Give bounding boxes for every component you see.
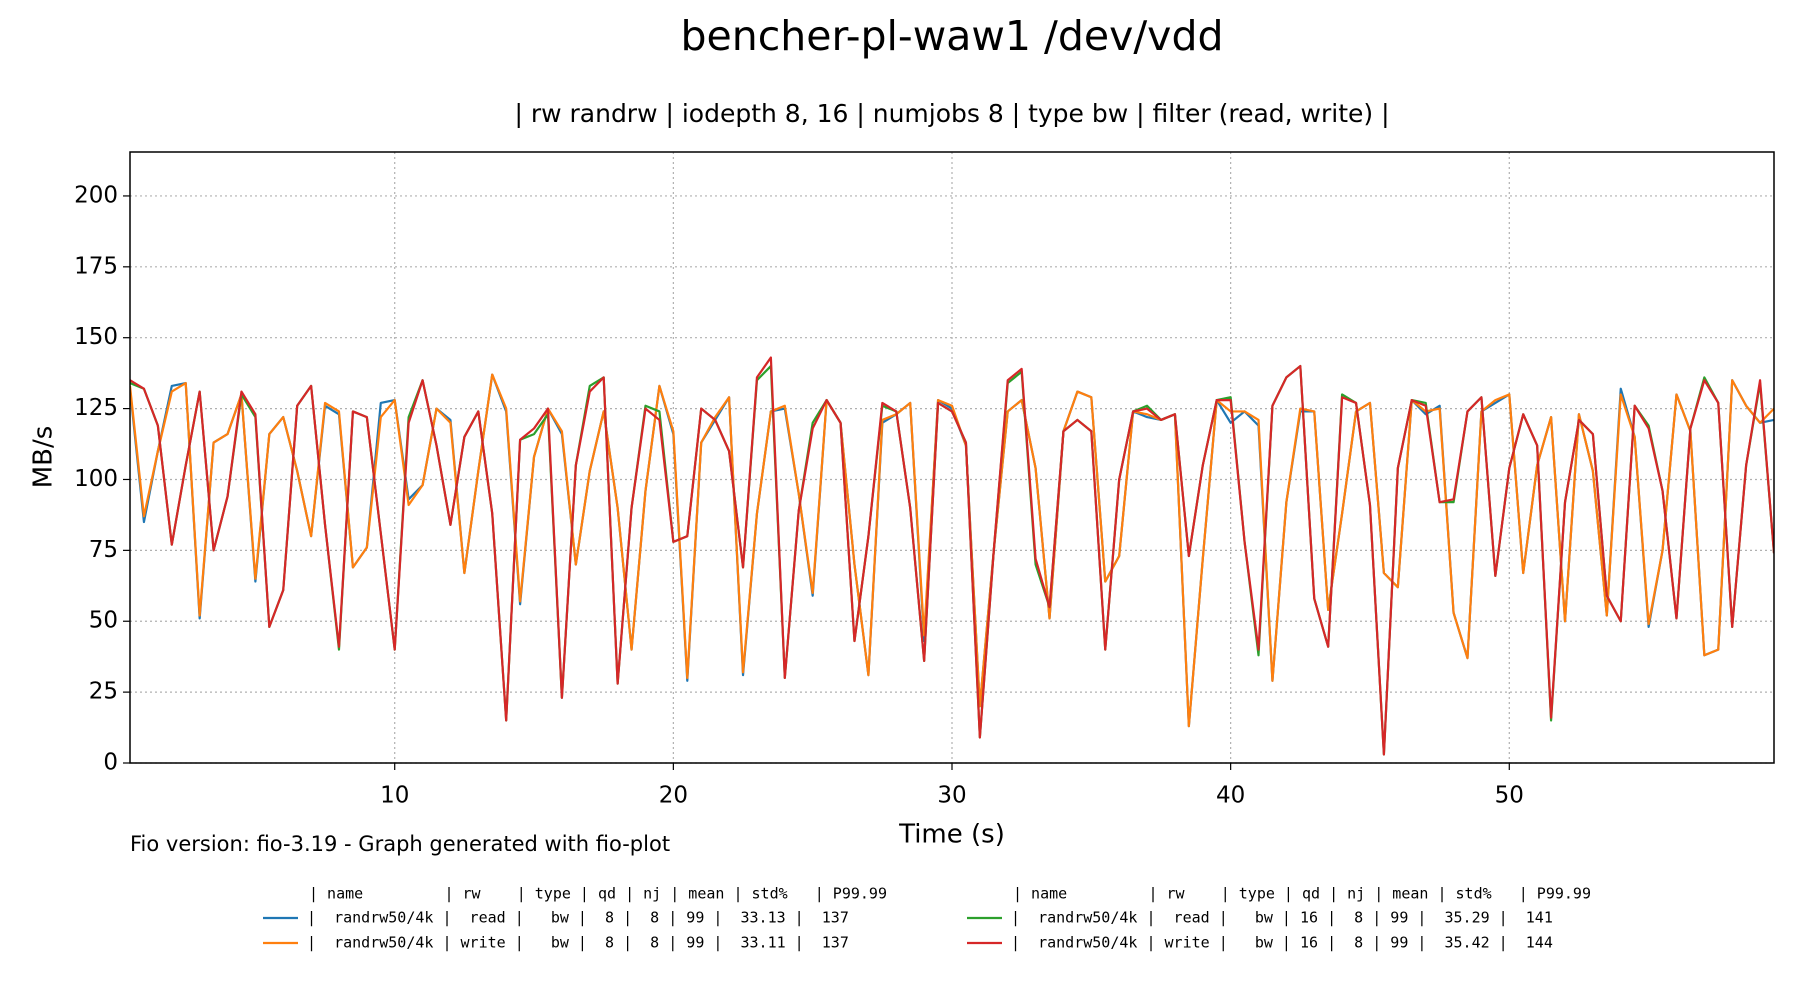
y-tick-label: 50 [89, 608, 118, 634]
y-tick-label: 75 [89, 537, 118, 563]
footnote: Fio version: fio-3.19 - Graph generated … [130, 832, 670, 856]
y-tick-label: 25 [89, 679, 118, 705]
series-line [130, 356, 1774, 756]
x-tick-label: 30 [937, 783, 966, 809]
legend-header: | name | rw | type | qd | nj | mean | st… [309, 885, 887, 903]
y-tick-label: 175 [74, 253, 118, 279]
legend-entry: | randrw50/4k | write | bw | 16 | 8 | 99… [1011, 934, 1553, 952]
x-tick-label: 10 [380, 783, 409, 809]
x-tick-label: 50 [1495, 783, 1524, 809]
legend-entry: | randrw50/4k | read | bw | 8 | 8 | 99 |… [307, 909, 849, 927]
y-axis-label: MB/s [29, 426, 59, 489]
plot-frame [129, 151, 1775, 764]
x-axis-label: Time (s) [898, 820, 1005, 850]
x-tick-label: 20 [659, 783, 688, 809]
y-tick-label: 125 [74, 395, 118, 421]
chart-subtitle: | rw randrw | iodepth 8, 16 | numjobs 8 … [514, 99, 1389, 128]
legend-entry: | randrw50/4k | write | bw | 8 | 8 | 99 … [307, 934, 849, 952]
y-tick-label: 0 [103, 750, 118, 776]
y-tick-label: 150 [74, 324, 118, 350]
chart-title: bencher-pl-waw1 /dev/vdd [681, 12, 1224, 60]
y-tick-label: 100 [74, 466, 118, 492]
series-line [130, 373, 1774, 728]
x-tick-label: 40 [1216, 783, 1245, 809]
legend-entry: | randrw50/4k | read | bw | 16 | 8 | 99 … [1011, 909, 1553, 927]
y-tick-label: 200 [74, 182, 118, 208]
legend-header: | name | rw | type | qd | nj | mean | st… [1013, 885, 1591, 903]
